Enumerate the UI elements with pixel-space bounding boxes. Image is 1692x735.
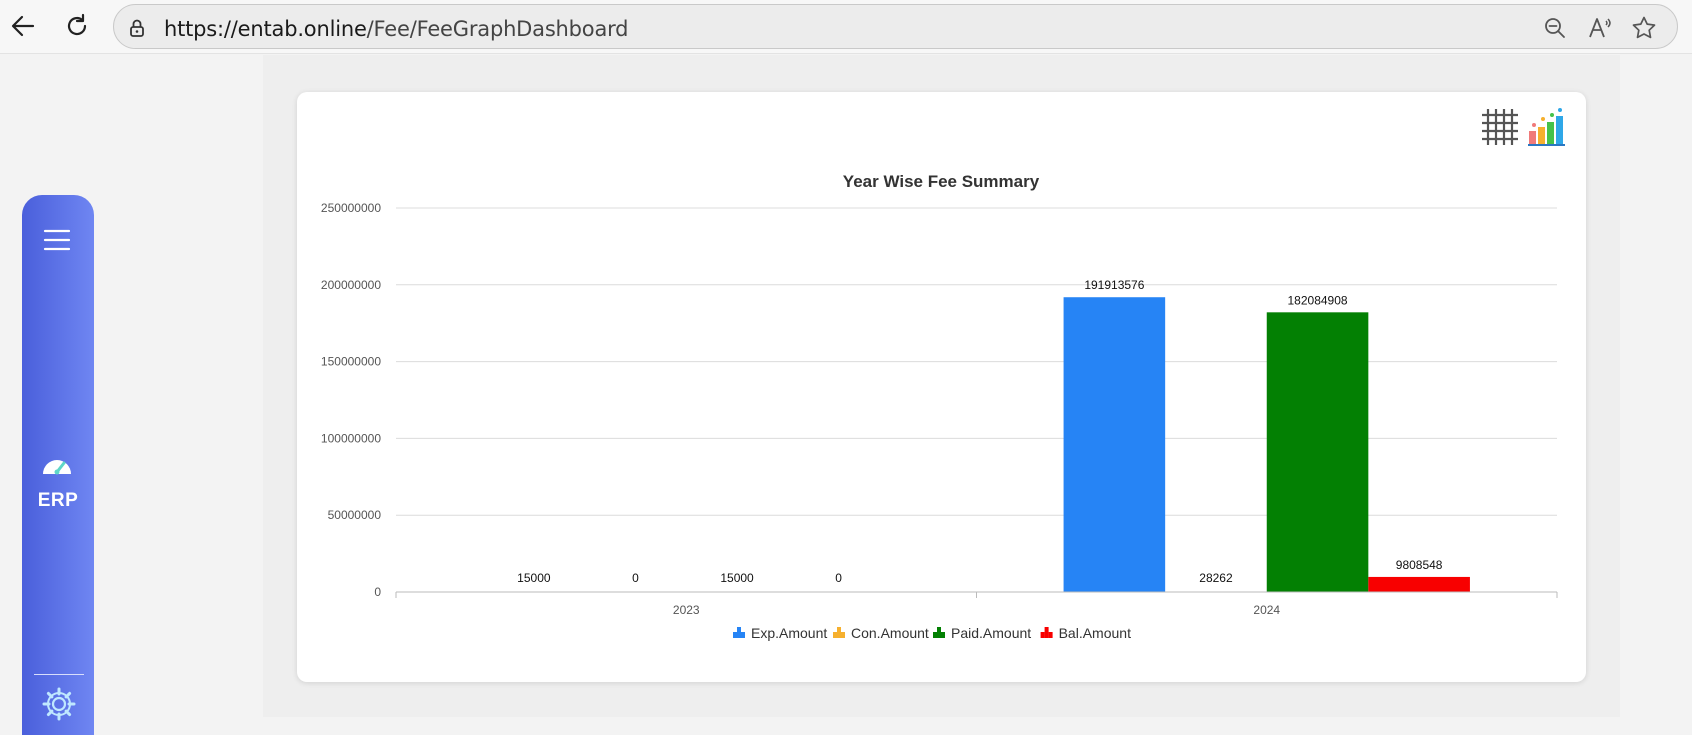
data-label: 191913576 xyxy=(1084,278,1144,292)
url-text[interactable]: https://entab.online/Fee/FeeGraphDashboa… xyxy=(164,17,628,41)
settings-gear-icon[interactable] xyxy=(40,685,78,723)
dashboard-gauge-icon[interactable] xyxy=(39,450,75,480)
year-wise-fee-chart: Year Wise Fee Summary 0 50000000 100000000… xyxy=(297,92,1586,682)
legend-label: Con.Amount xyxy=(851,625,929,641)
legend-item[interactable]: Bal.Amount xyxy=(1041,625,1131,641)
side-navigation: ERP xyxy=(22,195,94,735)
y-tick-label: 100000000 xyxy=(321,431,381,445)
legend-item[interactable]: Con.Amount xyxy=(833,625,929,641)
data-label: 0 xyxy=(835,571,842,585)
data-label: 15000 xyxy=(517,571,551,585)
lock-icon[interactable] xyxy=(122,13,152,43)
chart-title: Year Wise Fee Summary xyxy=(843,172,1040,191)
legend-swatch xyxy=(941,632,945,638)
read-aloud-icon[interactable] xyxy=(1585,13,1615,43)
legend-swatch xyxy=(833,632,837,638)
legend-swatch xyxy=(737,627,741,638)
favorite-star-icon[interactable] xyxy=(1629,13,1659,43)
data-label: 28262 xyxy=(1199,571,1233,585)
back-arrow-icon xyxy=(9,12,37,40)
legend-item[interactable]: Paid.Amount xyxy=(933,625,1031,641)
x-tick-label: 2023 xyxy=(673,603,700,617)
y-tick-label: 200000000 xyxy=(321,278,381,292)
legend-swatch xyxy=(841,632,845,638)
url-domain: https://entab.online xyxy=(164,17,367,41)
legend-swatch xyxy=(741,632,745,638)
bar-paid-amount2024[interactable] xyxy=(1267,312,1369,592)
y-axis: 0 50000000 100000000 150000000 200000000 2500… xyxy=(321,201,381,599)
x-axis: 2023 2024 xyxy=(396,592,1557,617)
legend-swatch xyxy=(1045,627,1049,638)
y-tick-label: 150000000 xyxy=(321,355,381,369)
bar-bal-amount2024[interactable] xyxy=(1368,577,1470,592)
legend-label: Bal.Amount xyxy=(1059,625,1131,641)
chart-legend: Exp.Amount Con.Amount Paid.Amount Bal.Amoun… xyxy=(733,625,1131,641)
erp-label[interactable]: ERP xyxy=(22,490,94,512)
y-tick-label: 0 xyxy=(374,585,381,599)
chart-gridlines xyxy=(396,208,1557,515)
address-bar[interactable]: https://entab.online/Fee/FeeGraphDashboa… xyxy=(113,4,1678,49)
fee-summary-card: Year Wise Fee Summary 0 50000000 100000000… xyxy=(297,92,1586,682)
refresh-icon xyxy=(63,12,91,40)
legend-swatch xyxy=(933,632,937,638)
y-tick-label: 250000000 xyxy=(321,201,381,215)
hamburger-menu-icon[interactable] xyxy=(42,225,72,255)
y-tick-label: 50000000 xyxy=(328,508,382,522)
refresh-button[interactable] xyxy=(59,8,95,44)
legend-swatch xyxy=(733,632,737,638)
legend-label: Paid.Amount xyxy=(951,625,1031,641)
data-label: 0 xyxy=(632,571,639,585)
legend-swatch xyxy=(837,627,841,638)
browser-toolbar: https://entab.online/Fee/FeeGraphDashboa… xyxy=(0,0,1692,54)
data-label: 9808548 xyxy=(1396,558,1443,572)
data-label: 182084908 xyxy=(1288,293,1348,307)
bar-exp-amount2024[interactable] xyxy=(1064,297,1166,592)
legend-label: Exp.Amount xyxy=(751,625,827,641)
rail-divider xyxy=(34,674,84,675)
data-label: 15000 xyxy=(720,571,754,585)
zoom-out-icon[interactable] xyxy=(1540,13,1570,43)
chart-bars: 15000 0 15000 0 191913576 28262 182084908 98085… xyxy=(483,278,1470,592)
legend-item[interactable]: Exp.Amount xyxy=(733,625,827,641)
x-tick-label: 2024 xyxy=(1253,603,1280,617)
legend-swatch xyxy=(1049,632,1053,638)
back-button[interactable] xyxy=(5,8,41,44)
legend-swatch xyxy=(937,627,941,638)
url-path: /Fee/FeeGraphDashboard xyxy=(367,17,629,41)
legend-swatch xyxy=(1041,632,1045,638)
